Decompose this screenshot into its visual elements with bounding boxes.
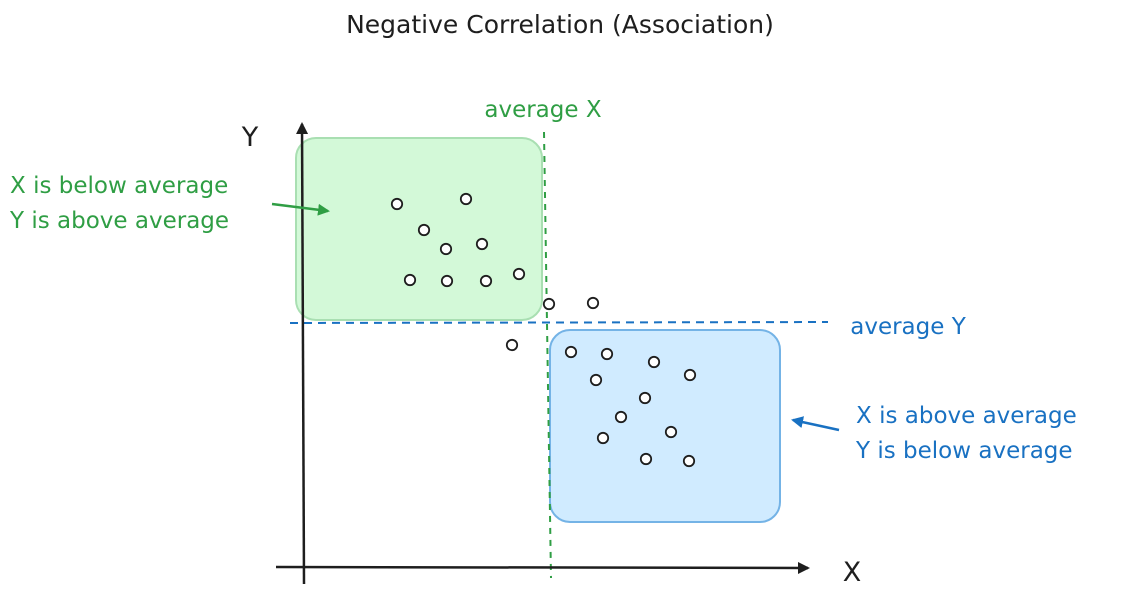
data-point xyxy=(439,242,453,256)
data-point xyxy=(512,267,526,281)
upper-left-annotation-line1: X is below average xyxy=(10,173,228,199)
middle-points xyxy=(505,296,600,352)
data-point xyxy=(475,237,489,251)
data-point xyxy=(596,431,610,445)
data-point xyxy=(638,391,652,405)
data-point xyxy=(440,274,454,288)
data-point xyxy=(459,192,473,206)
y-axis xyxy=(296,122,309,585)
data-point xyxy=(586,296,600,310)
upper-left-annotation-arrow xyxy=(271,202,330,216)
data-point xyxy=(589,373,603,387)
average-x-line xyxy=(543,131,552,579)
average-y-line xyxy=(289,321,829,324)
y-axis-label: Y xyxy=(241,122,259,153)
diagram-title: Negative Correlation (Association) xyxy=(346,10,774,39)
data-point xyxy=(639,452,653,466)
average-x-label: average X xyxy=(484,97,601,123)
data-point xyxy=(479,274,493,288)
data-point xyxy=(664,425,678,439)
data-point xyxy=(417,223,431,237)
data-point xyxy=(683,368,697,382)
upper-left-points xyxy=(390,192,556,311)
lower-right-points xyxy=(564,345,697,468)
x-axis-label: X xyxy=(843,557,862,588)
lower-right-annotation-line1: X is above average xyxy=(856,403,1077,429)
data-point xyxy=(542,297,556,311)
average-y-label: average Y xyxy=(850,314,966,340)
lower-right-region xyxy=(549,329,781,523)
data-point xyxy=(600,347,614,361)
data-point xyxy=(390,197,404,211)
lower-right-annotation-arrow xyxy=(791,416,840,432)
lower-right-annotation-line2: Y is below average xyxy=(855,438,1073,464)
data-point xyxy=(403,273,417,287)
data-point xyxy=(682,454,696,468)
x-axis xyxy=(275,561,810,574)
data-point xyxy=(564,345,578,359)
data-point xyxy=(614,410,628,424)
upper-left-annotation-line2: Y is above average xyxy=(9,208,229,234)
data-point xyxy=(647,355,661,369)
data-point xyxy=(505,338,519,352)
